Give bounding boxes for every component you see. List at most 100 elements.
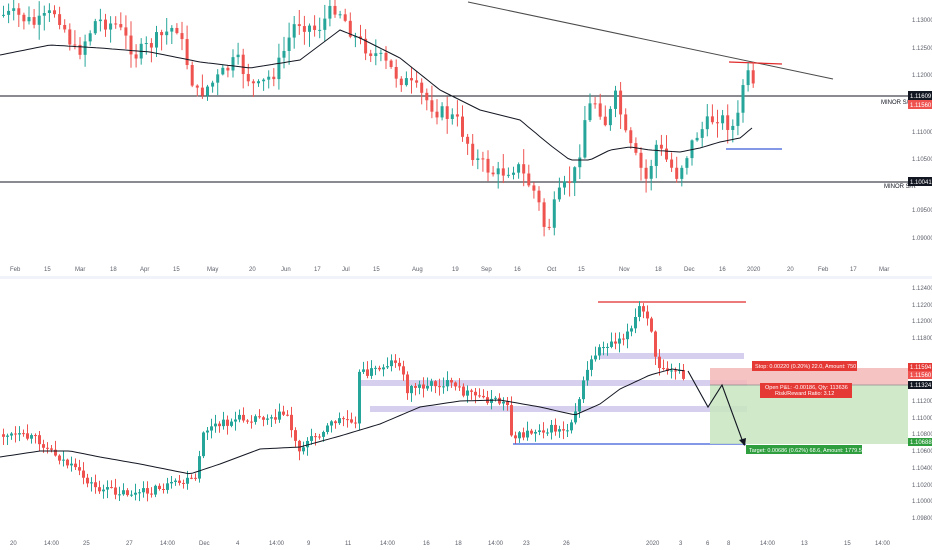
bottom-candle[interactable] [178, 480, 181, 483]
bottom-candle[interactable] [530, 430, 533, 434]
bottom-candle[interactable] [70, 463, 73, 466]
bottom-candle[interactable] [114, 487, 117, 495]
top-candle[interactable] [195, 85, 199, 88]
bottom-candle[interactable] [434, 381, 437, 387]
top-candle[interactable] [675, 167, 679, 179]
bottom-candle[interactable] [414, 386, 417, 388]
open-pnl-badge[interactable] [760, 383, 852, 398]
bottom-candle[interactable] [358, 371, 361, 424]
bottom-candle[interactable] [594, 355, 597, 360]
bottom-candle[interactable] [454, 382, 457, 387]
bottom-candle[interactable] [562, 429, 565, 431]
bottom-candle[interactable] [498, 397, 501, 404]
top-candle[interactable] [165, 31, 169, 36]
top-candle[interactable] [685, 158, 689, 168]
top-candle[interactable] [568, 181, 572, 183]
bottom-candle[interactable] [650, 318, 653, 332]
bottom-candle[interactable] [194, 477, 197, 479]
bottom-candle[interactable] [150, 493, 153, 495]
bottom-candle[interactable] [386, 366, 389, 368]
top-candle[interactable] [721, 115, 725, 124]
bottom-candle[interactable] [42, 444, 45, 448]
bottom-candle[interactable] [550, 424, 553, 433]
bottom-candle[interactable] [478, 395, 481, 397]
bottom-candle[interactable] [234, 419, 237, 422]
top-candle[interactable] [236, 54, 240, 58]
top-candle[interactable] [389, 60, 393, 67]
top-candle[interactable] [746, 70, 750, 86]
top-candle[interactable] [455, 114, 459, 117]
top-candle[interactable] [149, 43, 153, 48]
bottom-chart-pane[interactable]: 1.12400 1.12200 1.12000 1.11800 1.11200 1.110… [0, 279, 932, 550]
top-candle[interactable] [440, 106, 444, 118]
top-candle[interactable] [221, 67, 225, 75]
top-candle[interactable] [578, 157, 582, 168]
bottom-candle[interactable] [350, 419, 353, 423]
top-candle[interactable] [736, 112, 740, 126]
top-candle[interactable] [68, 29, 72, 45]
bottom-candle[interactable] [238, 414, 241, 420]
bottom-candle[interactable] [190, 477, 193, 479]
bottom-candle[interactable] [242, 414, 245, 421]
top-candle[interactable] [302, 26, 306, 32]
top-candle[interactable] [333, 5, 337, 15]
bottom-candle[interactable] [430, 381, 433, 386]
bottom-candle[interactable] [638, 306, 641, 317]
top-candle[interactable] [297, 24, 301, 27]
bottom-candle[interactable] [402, 366, 405, 375]
top-candle[interactable] [588, 103, 592, 121]
bottom-candle[interactable] [410, 386, 413, 394]
bottom-candle[interactable] [258, 416, 261, 418]
bottom-candle[interactable] [226, 419, 229, 426]
top-candle[interactable] [522, 164, 526, 174]
bottom-moving-average[interactable] [0, 368, 685, 475]
top-candle[interactable] [216, 74, 220, 83]
top-candle[interactable] [435, 111, 439, 118]
bottom-candle[interactable] [462, 386, 465, 396]
bottom-candle[interactable] [102, 489, 105, 492]
bottom-candle[interactable] [78, 467, 81, 471]
top-candle[interactable] [430, 100, 434, 112]
top-candle[interactable] [710, 116, 714, 123]
bottom-candle[interactable] [346, 419, 349, 421]
top-candle[interactable] [308, 25, 311, 32]
bottom-candle[interactable] [98, 487, 101, 492]
bottom-candle[interactable] [606, 346, 609, 348]
top-candle[interactable] [557, 187, 561, 200]
top-candle[interactable] [506, 174, 510, 176]
top-candle[interactable] [37, 15, 41, 25]
top-candle[interactable] [22, 14, 26, 22]
bottom-candle[interactable] [302, 447, 305, 452]
top-candle[interactable] [476, 158, 480, 160]
top-candle[interactable] [461, 116, 464, 137]
stop-loss-zone[interactable] [710, 368, 908, 385]
bottom-candle[interactable] [602, 347, 605, 349]
bottom-candle[interactable] [306, 440, 309, 448]
top-candle[interactable] [134, 54, 138, 59]
top-candle[interactable] [700, 129, 704, 138]
bottom-candle[interactable] [574, 411, 577, 423]
top-candle[interactable] [27, 17, 31, 22]
bottom-candle[interactable] [86, 477, 89, 484]
top-candle[interactable] [170, 27, 174, 32]
top-candle[interactable] [83, 41, 87, 55]
top-candle[interactable] [450, 114, 454, 119]
target-badge[interactable] [746, 445, 862, 454]
bottom-candle[interactable] [146, 488, 149, 494]
top-candle[interactable] [563, 181, 566, 188]
bottom-candle[interactable] [6, 435, 9, 437]
bottom-candle[interactable] [634, 316, 637, 329]
bottom-candle[interactable] [482, 395, 485, 398]
bottom-candle[interactable] [674, 370, 677, 372]
bottom-candle[interactable] [342, 418, 345, 420]
bottom-candle[interactable] [390, 360, 393, 367]
top-candle[interactable] [415, 80, 419, 83]
bottom-candle[interactable] [142, 488, 145, 493]
top-candle[interactable] [496, 168, 500, 175]
bottom-candle[interactable] [2, 434, 5, 437]
top-candle[interactable] [262, 79, 266, 82]
top-candle[interactable] [323, 18, 327, 30]
top-candle[interactable] [705, 116, 709, 130]
bottom-candle[interactable] [522, 432, 525, 438]
top-candle[interactable] [619, 90, 623, 115]
